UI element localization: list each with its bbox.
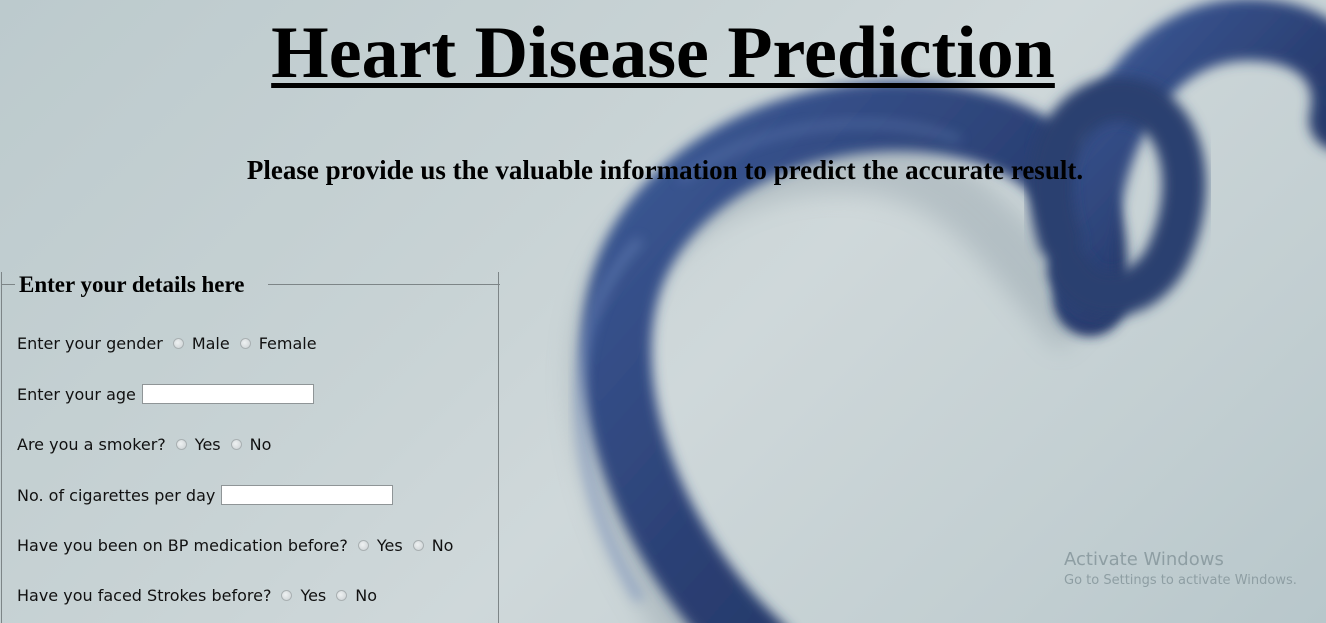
strokes-row: Have you faced Strokes before? Yes No xyxy=(17,583,377,607)
smoker-no-radio[interactable] xyxy=(230,438,242,450)
bp-medication-yes-radio[interactable] xyxy=(357,539,369,551)
age-label: Enter your age xyxy=(17,384,136,404)
age-input[interactable] xyxy=(141,384,314,404)
cigarettes-row: No. of cigarettes per day xyxy=(17,483,394,507)
details-fieldset xyxy=(1,272,499,623)
gender-female-label[interactable]: Female xyxy=(258,333,317,353)
activate-windows-watermark: Activate Windows Go to Settings to activ… xyxy=(1064,548,1297,590)
fieldset-border xyxy=(268,284,500,285)
watermark-subtitle: Go to Settings to activate Windows. xyxy=(1064,573,1297,588)
smoker-yes-label[interactable]: Yes xyxy=(194,434,221,454)
smoker-no-label[interactable]: No xyxy=(249,434,272,454)
strokes-yes-label[interactable]: Yes xyxy=(300,585,327,605)
cigarettes-label: No. of cigarettes per day xyxy=(17,485,216,505)
fieldset-legend: Enter your details here xyxy=(19,272,245,297)
strokes-no-label[interactable]: No xyxy=(355,585,378,605)
fieldset-border xyxy=(1,284,15,285)
gender-label: Enter your gender xyxy=(17,333,163,353)
strokes-no-radio[interactable] xyxy=(336,589,348,601)
bp-medication-row: Have you been on BP medication before? Y… xyxy=(17,533,453,557)
strokes-yes-radio[interactable] xyxy=(281,589,293,601)
gender-male-label[interactable]: Male xyxy=(191,333,230,353)
cigarettes-input[interactable] xyxy=(221,485,394,505)
smoker-label: Are you a smoker? xyxy=(17,434,166,454)
smoker-yes-radio[interactable] xyxy=(175,438,187,450)
age-row: Enter your age xyxy=(17,382,314,406)
gender-row: Enter your gender Male Female xyxy=(17,331,317,355)
gender-male-radio[interactable] xyxy=(172,337,184,349)
bp-medication-label: Have you been on BP medication before? xyxy=(17,535,348,555)
strokes-label: Have you faced Strokes before? xyxy=(17,585,272,605)
smoker-row: Are you a smoker? Yes No xyxy=(17,432,271,456)
watermark-title: Activate Windows xyxy=(1064,549,1224,570)
page-subtitle: Please provide us the valuable informati… xyxy=(246,155,1084,185)
bp-medication-no-radio[interactable] xyxy=(412,539,424,551)
bp-medication-no-label[interactable]: No xyxy=(431,535,454,555)
gender-female-radio[interactable] xyxy=(239,337,251,349)
bp-medication-yes-label[interactable]: Yes xyxy=(376,535,403,555)
page-title: Heart Disease Prediction xyxy=(271,12,1055,94)
